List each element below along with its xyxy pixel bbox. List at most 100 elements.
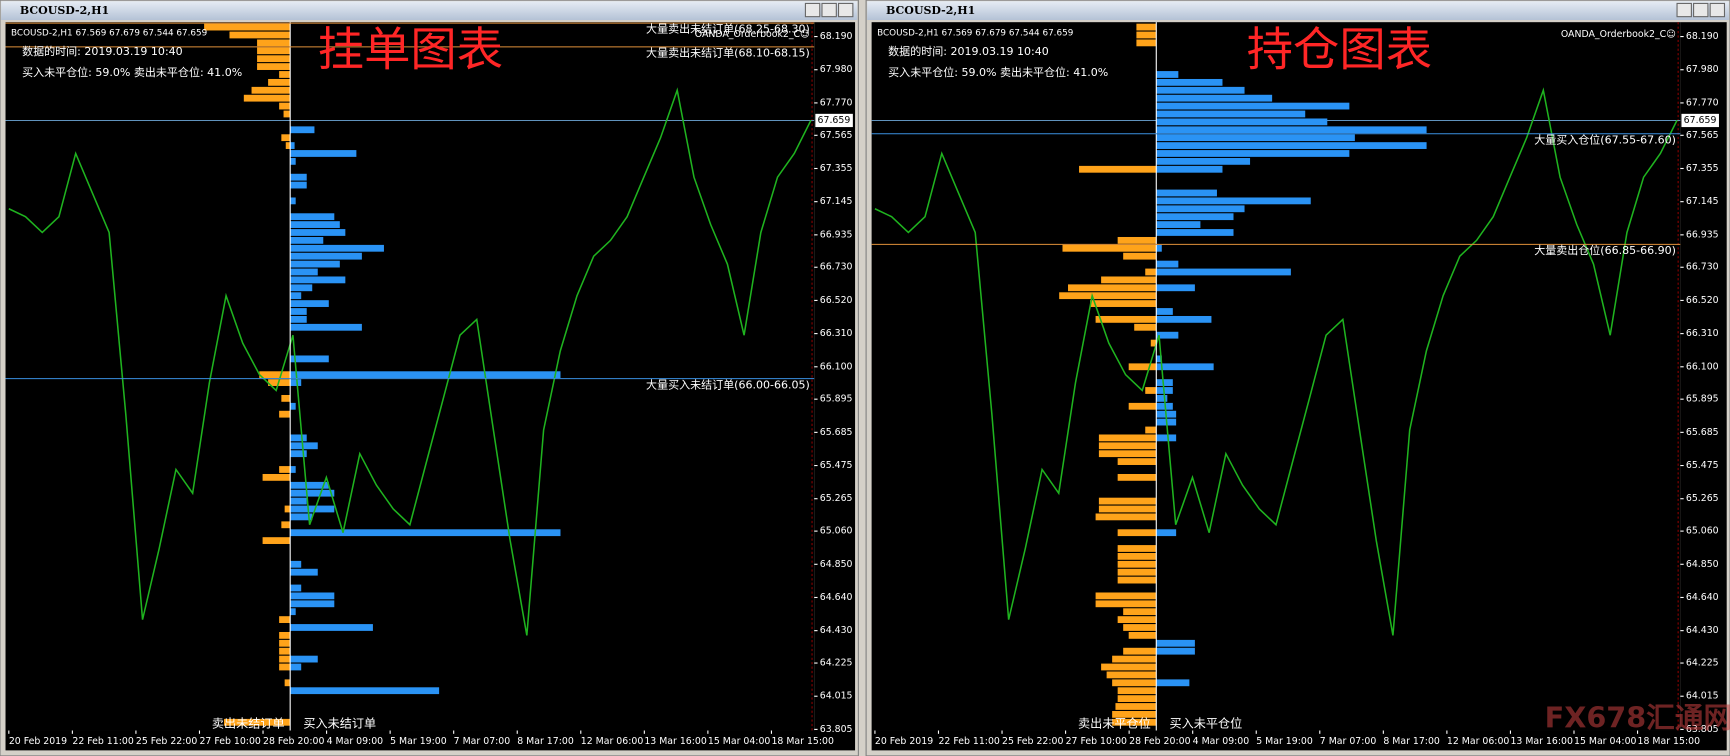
buy-bar [1156,315,1212,323]
sell-bar [251,86,291,94]
buy-bar [290,663,302,671]
buy-bar [1156,165,1223,173]
buy-bar [290,600,335,608]
buy-bar [1156,221,1201,228]
x-tick-label: 22 Feb 11:00 [938,736,999,747]
sell-bar [279,466,291,473]
buy-bar [290,450,307,458]
y-tick-label: 65.265 [1686,493,1719,504]
x-tick-label: 27 Feb 10:00 [199,736,260,747]
sell-bar [1145,387,1157,394]
window-button[interactable] [1709,2,1726,18]
y-tick-label: 64.225 [1686,658,1719,669]
title-bar [867,1,1729,20]
sell-bar [1134,323,1157,331]
buy-bar [290,442,318,450]
level-label: 大量买入未结订单(66.00-66.05) [646,377,810,391]
buy-bar [290,584,302,592]
y-tick-label: 65.475 [820,460,853,471]
sell-bar [257,55,291,63]
window-button[interactable] [1693,2,1709,18]
buy-bar [1156,434,1177,442]
price-axis [1680,22,1727,731]
sell-bar [1098,505,1157,513]
sell-bar [1117,552,1157,560]
position-ratio: 买入未平仓位: 59.0% 卖出未平仓位: 41.0% [888,65,1108,79]
x-tick-label: 13 Mar 16:00 [1510,736,1573,747]
buy-bar [290,157,296,165]
buy-bar [290,308,307,315]
sell-bar [204,23,291,31]
y-tick-label: 63.805 [1686,724,1719,735]
buy-bar [290,655,318,663]
y-tick-label: 67.565 [1686,130,1719,141]
buy-bar [290,221,340,228]
window-title: BCOUSD-2,H1 [886,4,975,17]
level-label: 大量卖出未结订单(68.25-68.30) [646,22,810,36]
window-button[interactable] [821,2,837,18]
y-tick-label: 64.850 [820,559,853,570]
sell-bar [1112,655,1157,663]
buy-bar [290,608,296,616]
price-line [874,87,1678,636]
buy-bar [1156,86,1245,94]
window-button[interactable] [837,2,854,18]
sell-bar [279,102,291,110]
x-tick-label: 7 Mar 07:00 [454,736,511,747]
sell-bar [279,639,291,647]
indicator-name: OANDA_Orderbook2_C☺ [1561,29,1676,40]
buy-bar [290,489,335,497]
buy-bar [290,197,296,205]
sell-bar [1062,244,1157,252]
buy-bar [1156,229,1234,236]
buy-bar [1156,355,1162,363]
buy-bar [1156,71,1179,78]
buy-bar [290,323,362,331]
data-time: 数据的时间: 2019.03.19 10:40 [888,44,1049,58]
price-line [8,87,812,636]
y-tick-label: 68.190 [820,31,853,42]
buy-bar [1156,134,1355,142]
buy-bar [290,292,302,300]
buy-bar [290,687,440,695]
buy-bar [290,236,324,244]
sell-bar [1059,292,1157,300]
sell-bar [1145,426,1157,434]
sell-bar [1136,23,1157,31]
y-tick-label: 66.520 [820,295,853,306]
sell-bar [1117,458,1157,465]
buy-bar [290,276,346,284]
sell-bar [1123,624,1157,631]
chart-info: BCOUSD-2,H1 67.569 67.679 67.544 67.659 [11,29,207,39]
sell-bar [284,679,291,687]
y-tick-label: 67.565 [820,130,853,141]
buy-bar [290,229,346,236]
y-tick-label: 67.145 [820,196,853,207]
x-tick-label: 27 Feb 10:00 [1066,736,1127,747]
watermark: FX678汇通网 [1545,700,1730,734]
y-tick-label: 65.685 [1686,427,1719,438]
sell-bar [279,631,291,639]
buy-bar [1156,394,1168,402]
sell-bar [1098,497,1157,505]
sell-bar [1117,616,1157,623]
y-tick-label: 67.980 [820,64,853,75]
y-tick-label: 65.475 [1686,460,1719,471]
y-tick-label: 66.520 [1686,295,1719,306]
sell-bar [1145,268,1157,276]
y-tick-label: 65.685 [820,427,853,438]
sell-label: 卖出未平仓位 [1078,715,1151,730]
y-tick-label: 64.015 [1686,691,1719,702]
sell-bar [285,142,291,149]
sell-bar [1112,710,1157,718]
sell-label: 卖出未结订单 [212,716,285,730]
window-button[interactable] [804,2,821,18]
sell-bar [259,371,291,379]
window-button[interactable] [1676,2,1692,18]
buy-bar [1156,268,1291,276]
buy-bar [290,466,296,473]
buy-bar [1156,102,1350,110]
y-tick-label: 65.060 [1686,526,1719,537]
title-bar [1,1,858,20]
